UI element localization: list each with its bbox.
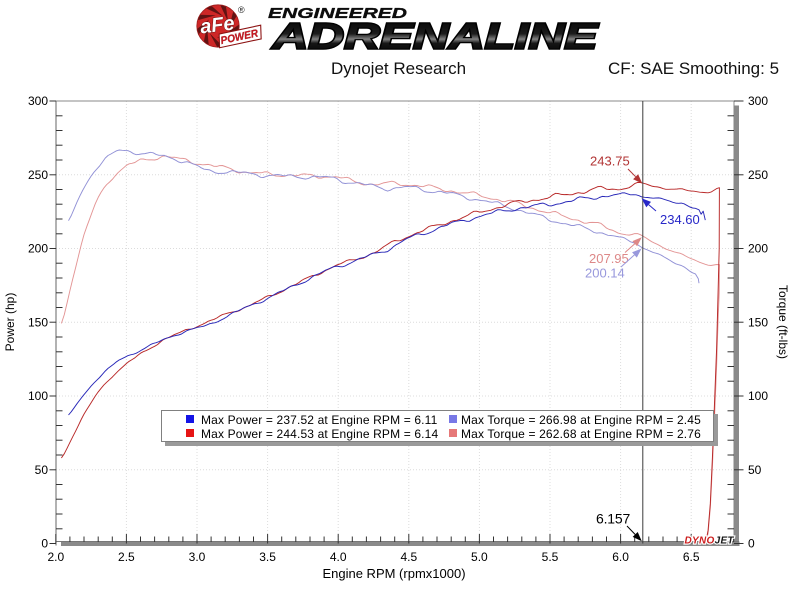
svg-text:150: 150 [748, 315, 768, 329]
svg-text:200.14: 200.14 [585, 266, 625, 281]
svg-text:5.0: 5.0 [471, 550, 488, 564]
svg-text:300: 300 [28, 94, 48, 108]
svg-text:250: 250 [28, 168, 48, 182]
svg-text:ADRENALINE: ADRENALINE [271, 15, 599, 56]
svg-text:ENGINEERED: ENGINEERED [268, 6, 408, 22]
svg-text:4.0: 4.0 [330, 550, 347, 564]
svg-text:Power (hp): Power (hp) [3, 293, 17, 352]
svg-text:2.5: 2.5 [118, 550, 135, 564]
svg-text:Engine RPM (rpmx1000): Engine RPM (rpmx1000) [322, 566, 465, 581]
svg-text:Torque (ft-lbs): Torque (ft-lbs) [776, 285, 790, 359]
svg-text:250: 250 [748, 168, 768, 182]
svg-text:243.75: 243.75 [590, 154, 630, 169]
svg-text:®: ® [238, 5, 245, 15]
svg-text:100: 100 [748, 389, 768, 403]
svg-text:300: 300 [748, 94, 768, 108]
svg-text:6.0: 6.0 [612, 550, 629, 564]
svg-text:3.5: 3.5 [259, 550, 276, 564]
svg-text:200: 200 [748, 242, 768, 256]
svg-text:234.60: 234.60 [660, 212, 700, 227]
svg-text:6.157: 6.157 [596, 511, 630, 527]
svg-text:DYNOJET: DYNOJET [685, 536, 735, 547]
svg-text:200: 200 [28, 242, 48, 256]
svg-text:4.5: 4.5 [400, 550, 417, 564]
svg-text:150: 150 [28, 315, 48, 329]
svg-text:50: 50 [748, 463, 762, 477]
svg-text:6.5: 6.5 [683, 550, 700, 564]
svg-text:3.0: 3.0 [189, 550, 206, 564]
svg-text:2.0: 2.0 [47, 550, 64, 564]
svg-text:ADRENALINE: ADRENALINE [271, 15, 599, 56]
svg-text:5.5: 5.5 [542, 550, 559, 564]
svg-text:0: 0 [41, 537, 48, 551]
svg-text:50: 50 [35, 463, 49, 477]
svg-text:DYNOJET: DYNOJET [685, 536, 735, 547]
svg-text:100: 100 [28, 389, 48, 403]
svg-text:0: 0 [748, 537, 755, 551]
svg-text:207.95: 207.95 [589, 251, 629, 266]
svg-text:aFe: aFe [199, 12, 236, 38]
